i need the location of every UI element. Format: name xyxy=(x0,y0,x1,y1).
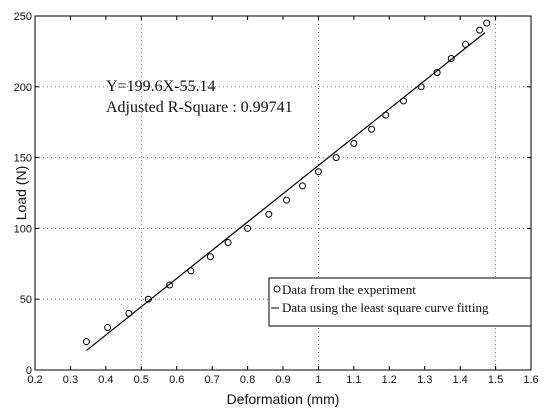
data-point xyxy=(104,324,112,332)
x-tick-label: 0.6 xyxy=(169,374,184,386)
data-point xyxy=(125,309,133,317)
legend: Data from the experiment Data using the … xyxy=(268,277,532,327)
data-point xyxy=(224,239,232,247)
y-tick-label: 0 xyxy=(26,365,32,377)
x-tick-label: 1 xyxy=(315,374,321,386)
x-tick-label: 0.8 xyxy=(240,374,255,386)
x-tick-label: 0.7 xyxy=(204,374,219,386)
y-axis-label: Load (N) xyxy=(13,166,29,220)
data-point xyxy=(447,54,455,62)
data-point xyxy=(350,139,358,147)
legend-label-experiment: Data from the experiment xyxy=(282,282,416,297)
data-point xyxy=(483,19,491,27)
y-tick-label: 250 xyxy=(14,11,32,23)
data-point xyxy=(417,83,425,91)
r-square-annotation: Adjusted R-Square : 0.99741 xyxy=(106,99,293,116)
legend-marker-experiment xyxy=(273,285,281,293)
data-point xyxy=(144,295,152,303)
y-tick-label: 150 xyxy=(14,153,32,165)
data-point xyxy=(433,69,441,77)
data-point xyxy=(399,97,407,105)
data-point xyxy=(187,267,195,275)
data-point xyxy=(332,154,340,162)
x-tick-label: 0.2 xyxy=(27,374,42,386)
y-tick-label: 200 xyxy=(14,82,32,94)
data-point xyxy=(206,253,214,261)
plot-frame xyxy=(34,15,532,371)
equation-annotation: Y=199.6X-55.14 xyxy=(106,78,215,95)
x-tick-label: 1.3 xyxy=(417,374,432,386)
legend-box xyxy=(268,277,532,327)
tick-labels: 0.2 0.3 0.4 0.5 0.6 0.7 0.8 0.9 1 1.1 1.2 1.3 1.4 1.5… xyxy=(14,11,539,386)
x-tick-label: 0.9 xyxy=(275,374,290,386)
data-point xyxy=(368,125,376,133)
data-point xyxy=(382,111,390,119)
y-tick-label: 100 xyxy=(14,223,32,235)
x-tick-label: 1.5 xyxy=(488,374,503,386)
x-tick-label: 1.4 xyxy=(452,374,467,386)
data-point xyxy=(283,196,291,204)
data-point xyxy=(314,168,322,176)
x-tick-label: 1.2 xyxy=(382,374,397,386)
legend-label-fit: Data using the least square curve fittin… xyxy=(282,300,489,315)
data-point xyxy=(461,40,469,48)
x-tick-label: 0.5 xyxy=(134,374,149,386)
y-tick-label: 50 xyxy=(20,294,32,306)
x-tick-label: 1.1 xyxy=(346,374,361,386)
data-point xyxy=(298,182,306,190)
data-point xyxy=(82,338,90,346)
x-tick-label: 1.6 xyxy=(523,374,538,386)
series-layer xyxy=(82,19,491,352)
data-point xyxy=(166,281,174,289)
data-point xyxy=(265,210,273,218)
x-axis-label: Deformation (mm) xyxy=(227,391,340,407)
x-tick-label: 0.4 xyxy=(98,374,113,386)
data-point xyxy=(476,26,484,34)
data-point xyxy=(244,224,252,232)
x-tick-label: 0.3 xyxy=(63,374,78,386)
